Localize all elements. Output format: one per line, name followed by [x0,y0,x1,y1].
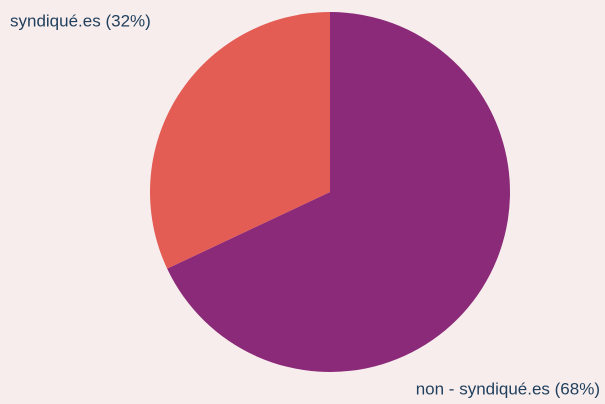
pie-slice [167,12,510,372]
slice-label: syndiqué.es (32%) [10,11,151,30]
pie-slice [149,12,330,269]
slice-label: non - syndiqué.es (68%) [416,379,600,398]
